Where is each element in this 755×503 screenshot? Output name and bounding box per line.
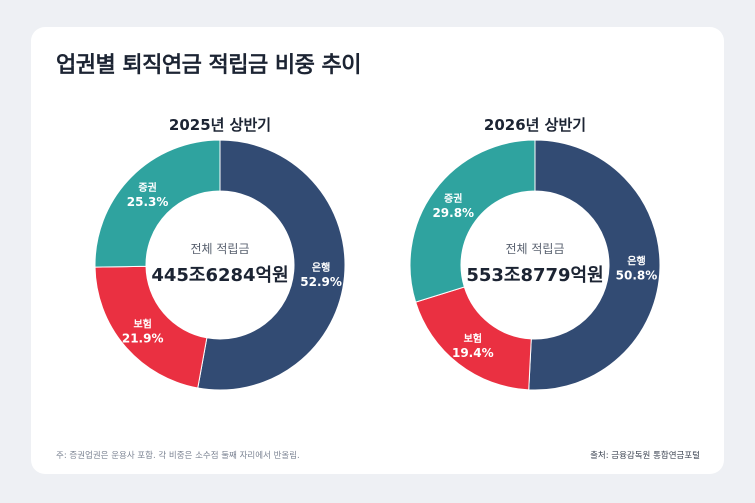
slice-value-bank: 52.9% bbox=[300, 275, 342, 289]
slice-label-bank: 은행 bbox=[627, 255, 645, 268]
center-label: 전체 적립금 bbox=[190, 242, 249, 256]
footnote: 주: 증권업권은 운용사 포함. 각 비중은 소수점 둘째 자리에서 반올림. bbox=[56, 451, 300, 461]
center-total-value: 553조8779억원 bbox=[466, 265, 603, 286]
slice-value-insurance: 19.4% bbox=[452, 346, 494, 360]
slice-value-securities: 29.8% bbox=[432, 206, 474, 220]
slice-label-insurance: 보험 bbox=[133, 318, 151, 331]
chart-1-subtitle: 2025년 상반기 bbox=[168, 116, 272, 134]
slice-label-bank: 은행 bbox=[312, 261, 330, 274]
slice-bank bbox=[528, 139, 661, 391]
chart-title: 업권별 퇴직연금 적립금 비중 추이 bbox=[56, 53, 362, 78]
slice-bank bbox=[197, 139, 346, 391]
slice-label-insurance: 보험 bbox=[464, 332, 482, 345]
slice-value-bank: 50.8% bbox=[616, 269, 658, 283]
slice-label-securities: 증권 bbox=[444, 193, 462, 205]
slice-securities bbox=[409, 139, 536, 303]
slice-securities bbox=[94, 139, 221, 268]
slice-label-securities: 증권 bbox=[138, 182, 156, 194]
center-total-value: 445조6284억원 bbox=[151, 265, 288, 286]
center-label: 전체 적립금 bbox=[505, 242, 564, 256]
slice-value-securities: 25.3% bbox=[127, 195, 169, 209]
slice-value-insurance: 21.9% bbox=[122, 332, 164, 346]
source-note: 출처: 금융감독원 통합연금포털 bbox=[590, 451, 700, 461]
chart-2-subtitle: 2026년 상반기 bbox=[483, 116, 587, 134]
